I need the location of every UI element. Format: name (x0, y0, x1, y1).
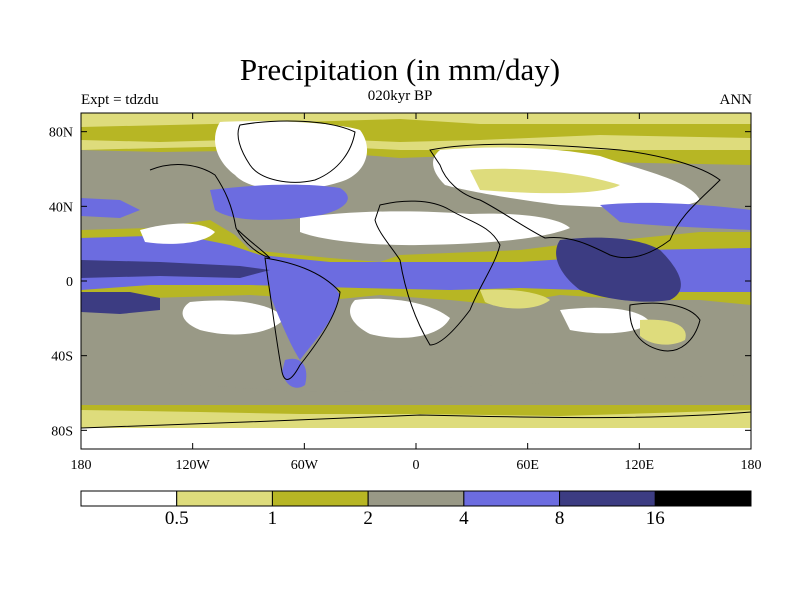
southern-ocean-gray (81, 375, 751, 405)
indian-ocean-light (480, 289, 550, 309)
colorbar-bin-gt-16 (654, 490, 752, 507)
lat-tick-label: 80S (51, 424, 73, 439)
amazon-wet (270, 269, 340, 360)
lon-tick-label: 180 (71, 458, 92, 473)
pacific-itcz-very-wet (81, 260, 270, 278)
colorbar-bin-2-4 (367, 490, 465, 507)
nw-pacific-wet (600, 202, 751, 230)
colorbar-bin-8-16 (559, 490, 656, 507)
south-indian-dry (560, 307, 650, 334)
atlantic-storm-track (210, 184, 348, 220)
colorbar-bin-lt-0.5 (80, 490, 178, 507)
colorbar-label: 1 (268, 508, 278, 529)
ne-pacific-dry (140, 223, 215, 244)
experiment-label: Expt = tdzdu (81, 92, 159, 108)
lon-tick-label: 60W (291, 458, 319, 473)
patagonia-wet (282, 358, 307, 388)
lon-tick-label: 180 (741, 458, 762, 473)
colorbar: 0.5 1 2 4 8 16 (80, 490, 752, 529)
latitude-axis: 80N 40N 0 40S 80S (49, 126, 751, 439)
lat-tick-label: 0 (66, 275, 73, 290)
se-pacific-dry (182, 300, 285, 335)
coastlines (81, 120, 751, 429)
map-panel (81, 113, 751, 449)
colorbar-bin-4-8 (463, 490, 561, 507)
colorbar-bin-0.5-1 (176, 490, 273, 507)
lon-tick-label: 0 (413, 458, 420, 473)
period-label: 020kyr BP (367, 88, 433, 104)
lat-tick-label: 40N (49, 200, 73, 215)
colorbar-label: 0.5 (165, 508, 189, 529)
colorbar-label: 16 (646, 508, 665, 529)
antarctic-light (81, 410, 751, 432)
colorbar-label: 4 (459, 508, 469, 529)
map-title: Precipitation (in mm/day) (239, 52, 561, 87)
colorbar-bin-1-2 (271, 490, 369, 507)
lat-tick-label: 80N (49, 126, 73, 141)
lon-tick-label: 60E (516, 458, 539, 473)
antarctic-dry (81, 428, 751, 449)
colorbar-label: 2 (363, 508, 373, 529)
maritime-continent-very-wet (556, 237, 681, 302)
colorbar-label: 8 (555, 508, 565, 529)
lon-tick-label: 120E (625, 458, 655, 473)
longitude-axis: 180 120W 60W 0 60E 120E 180 (71, 113, 762, 473)
siberia-light (470, 168, 620, 194)
sahara-dry (300, 211, 570, 246)
pacific-storm-track (81, 198, 140, 218)
south-atlantic-dry (350, 298, 450, 338)
lat-tick-label: 40S (51, 350, 73, 365)
spcz-very-wet (81, 292, 160, 314)
north-band-light (81, 135, 751, 150)
australia-light (640, 319, 686, 345)
lon-tick-label: 120W (176, 458, 211, 473)
season-label: ANN (719, 92, 753, 108)
